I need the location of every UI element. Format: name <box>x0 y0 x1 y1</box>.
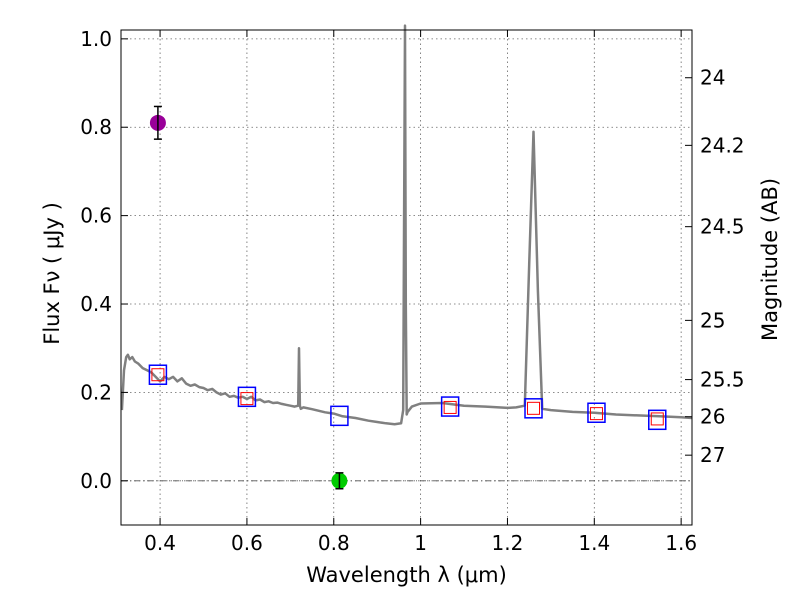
x-tick-label: 0.8 <box>318 531 350 555</box>
x-tick-label: 1 <box>414 531 427 555</box>
data-layer <box>120 24 693 490</box>
observed-box <box>440 396 460 417</box>
x-tick-label: 0.6 <box>231 531 263 555</box>
x-tick-label: 0.4 <box>144 531 176 555</box>
model-point <box>151 368 165 382</box>
y-tick-label: 0.6 <box>80 204 112 228</box>
y-tick-label: 0.4 <box>80 292 112 316</box>
magnitude-tick-label: 24.5 <box>700 215 745 239</box>
x-tick-label: 1.4 <box>578 531 610 555</box>
magnitude-axis-label: Magnitude (AB) <box>758 178 782 341</box>
model-point <box>650 412 664 426</box>
magnitude-tick-label: 24 <box>700 66 725 90</box>
x-axis-label: Wavelength λ (μm) <box>306 563 507 587</box>
observed-box <box>237 386 257 408</box>
observed-box <box>524 398 543 419</box>
magnitude-tick-label: 24.2 <box>700 133 745 157</box>
x-tick-label: 1.6 <box>665 531 697 555</box>
plot-frame <box>120 29 693 526</box>
observed-box <box>587 402 606 423</box>
y-axis-label: Flux Fν ( μJy ) <box>40 202 64 345</box>
ticks: 0.4 0.6 0.8 1 1.2 1.4 1.6 0.0 0.2 0.4 0.6 0.8 1.0 24 2… <box>80 27 744 555</box>
magnitude-tick-label: 27 <box>700 443 725 467</box>
model-spectrum-line <box>120 24 693 426</box>
model-point <box>240 392 254 406</box>
magnitude-tick-label: 25 <box>700 308 725 332</box>
model-point <box>527 401 541 415</box>
y-tick-label: 0.0 <box>80 469 112 493</box>
y-tick-label: 0.8 <box>80 115 112 139</box>
x-tick-label: 1.2 <box>492 531 524 555</box>
magnitude-tick-label: 25.5 <box>700 368 745 392</box>
model-point <box>589 407 603 421</box>
observed-box <box>330 405 349 427</box>
observed-box <box>148 364 168 385</box>
magnitude-tick-label: 26 <box>700 405 725 429</box>
y-tick-label: 1.0 <box>80 27 112 51</box>
model-point <box>443 400 457 414</box>
observed-box <box>648 409 667 431</box>
y-tick-label: 0.2 <box>80 380 112 404</box>
